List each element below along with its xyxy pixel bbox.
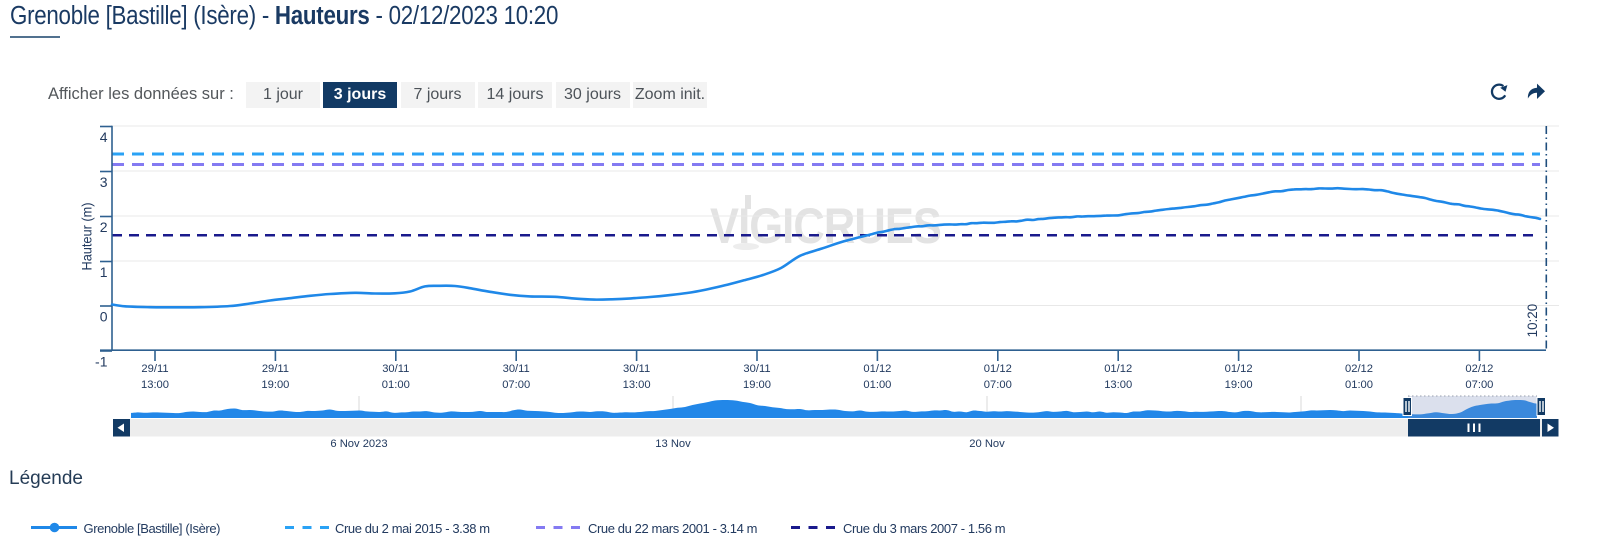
svg-text:30/11: 30/11 [623,363,650,375]
svg-text:2: 2 [100,219,108,235]
svg-text:13:00: 13:00 [1104,379,1132,391]
svg-text:01:00: 01:00 [1345,379,1373,391]
svg-text:19:00: 19:00 [743,379,771,391]
svg-text:30/11: 30/11 [743,363,770,375]
svg-text:19:00: 19:00 [1225,379,1253,391]
svg-text:13:00: 13:00 [623,379,651,391]
svg-text:1: 1 [100,264,108,280]
svg-text:01/12: 01/12 [984,363,1012,375]
svg-text:30/11: 30/11 [382,363,409,375]
svg-text:01:00: 01:00 [382,379,410,391]
svg-text:01:00: 01:00 [863,379,891,391]
svg-text:02/12: 02/12 [1465,363,1493,375]
svg-text:4: 4 [100,129,108,145]
svg-text:6 Nov 2023: 6 Nov 2023 [330,438,387,450]
svg-text:29/11: 29/11 [262,363,289,375]
svg-text:07:00: 07:00 [984,379,1012,391]
svg-text:29/11: 29/11 [141,363,168,375]
svg-text:19:00: 19:00 [261,379,289,391]
svg-text:0: 0 [100,309,108,325]
svg-text:01/12: 01/12 [1104,363,1132,375]
svg-text:07:00: 07:00 [502,379,530,391]
svg-text:01/12: 01/12 [863,363,891,375]
svg-text:10:20: 10:20 [1524,304,1540,338]
svg-text:20 Nov: 20 Nov [969,438,1005,450]
svg-text:13 Nov: 13 Nov [655,438,691,450]
svg-text:-1: -1 [95,354,108,370]
svg-text:3: 3 [100,174,108,190]
svg-text:07:00: 07:00 [1465,379,1493,391]
svg-text:Hauteur (m): Hauteur (m) [79,203,95,271]
svg-text:02/12: 02/12 [1345,363,1373,375]
svg-text:13:00: 13:00 [141,379,169,391]
svg-text:01/12: 01/12 [1225,363,1253,375]
svg-text:30/11: 30/11 [503,363,530,375]
